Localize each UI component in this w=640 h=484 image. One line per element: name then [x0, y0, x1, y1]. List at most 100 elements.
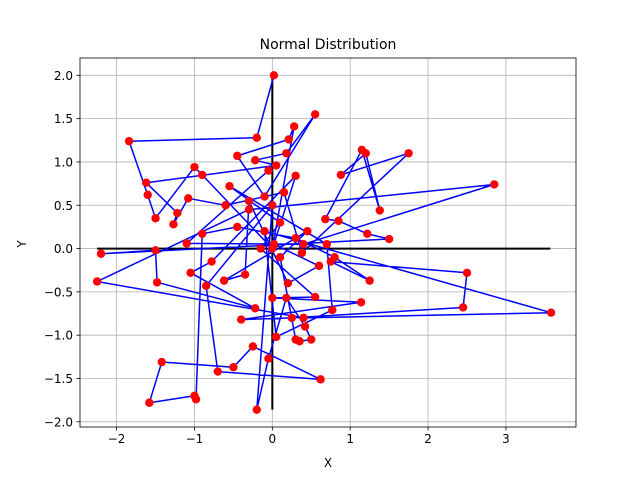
data-point [326, 257, 335, 266]
y-axis-ticks: −2.0 −1.5 −1.0 −0.5 0.0 0.5 1.0 1.5 2.0 [44, 69, 80, 429]
data-point [310, 292, 320, 302]
data-point [314, 261, 324, 271]
data-point [143, 190, 152, 200]
y-tick-label: −0.5 [44, 285, 73, 299]
data-point [299, 313, 308, 323]
data-point [291, 171, 300, 181]
data-point [462, 268, 472, 278]
data-point [291, 233, 300, 243]
y-tick-label: −2.0 [44, 415, 73, 429]
data-point [289, 122, 299, 131]
data-point [295, 337, 304, 346]
data-point [236, 315, 246, 324]
y-axis-label: Y [15, 240, 29, 249]
data-point [264, 166, 273, 175]
data-point [186, 268, 195, 278]
data-point [284, 135, 293, 144]
data-point [250, 156, 260, 165]
data-point [151, 246, 160, 255]
data-point [233, 222, 242, 232]
data-point [213, 367, 223, 376]
x-tick-label: 3 [502, 432, 510, 446]
data-point [272, 332, 281, 342]
series-path-group [96, 75, 552, 411]
data-point [182, 239, 191, 248]
y-tick-label: 0.0 [54, 242, 73, 256]
data-point [260, 192, 269, 201]
data-point [225, 181, 234, 191]
data-point [250, 304, 260, 313]
data-point [384, 234, 394, 244]
data-point [322, 240, 332, 249]
data-point [173, 208, 182, 218]
data-point [275, 253, 285, 262]
x-tick-label: 0 [269, 432, 277, 446]
x-tick-label: 2 [424, 432, 432, 446]
data-point [268, 293, 277, 303]
data-point [282, 293, 291, 303]
y-tick-label: 0.5 [54, 199, 73, 213]
data-point [229, 363, 238, 372]
data-point [260, 227, 269, 236]
data-point [282, 149, 291, 158]
data-point [328, 305, 337, 315]
data-point [240, 270, 250, 279]
data-point [316, 375, 325, 384]
data-point [404, 149, 413, 158]
data-point [546, 308, 556, 317]
data-point [96, 249, 106, 258]
data-point [252, 133, 261, 142]
data-point [458, 303, 468, 312]
data-point [252, 405, 261, 414]
data-point [303, 227, 312, 236]
data-point [357, 145, 367, 155]
data-point [256, 244, 265, 253]
data-point [299, 240, 308, 249]
data-point [307, 335, 316, 344]
data-point [264, 354, 273, 363]
x-tick-label: 1 [346, 432, 354, 446]
data-point [190, 162, 199, 172]
data-point [244, 205, 254, 214]
data-point [272, 161, 281, 170]
series-line [96, 75, 552, 411]
data-point [198, 170, 207, 180]
data-point [363, 229, 372, 239]
data-point [269, 240, 279, 249]
y-tick-label: 1.0 [54, 155, 73, 169]
data-point [279, 188, 289, 197]
data-point [283, 279, 293, 288]
data-point [157, 357, 166, 367]
data-point [233, 151, 242, 161]
plot-frame [79, 57, 577, 428]
y-tick-label: −1.0 [44, 329, 73, 343]
data-point [219, 276, 229, 285]
x-tick-label: −1 [186, 432, 204, 446]
data-point [275, 218, 285, 227]
data-point [201, 281, 211, 291]
data-point [268, 201, 277, 210]
y-tick-label: 1.5 [54, 112, 73, 126]
data-point [244, 196, 254, 206]
data-point [321, 214, 330, 224]
data-point [248, 342, 258, 351]
x-axis-ticks: −2 −1 0 1 2 3 [108, 427, 510, 446]
data-point [169, 220, 178, 229]
data-point [334, 216, 343, 226]
data-point [124, 136, 134, 146]
data-point [198, 229, 207, 239]
data-point [375, 206, 384, 215]
y-tick-label: −1.5 [44, 372, 73, 386]
data-point [297, 248, 307, 258]
x-tick-label: −2 [108, 432, 126, 446]
x-axis-label: X [324, 456, 332, 470]
chart-title: Normal Distribution [260, 37, 397, 53]
data-point [356, 298, 366, 307]
data-point [141, 178, 151, 187]
data-point [152, 278, 162, 287]
data-point [287, 313, 296, 323]
y-tick-label: 2.0 [54, 69, 73, 83]
data-point [269, 71, 279, 80]
